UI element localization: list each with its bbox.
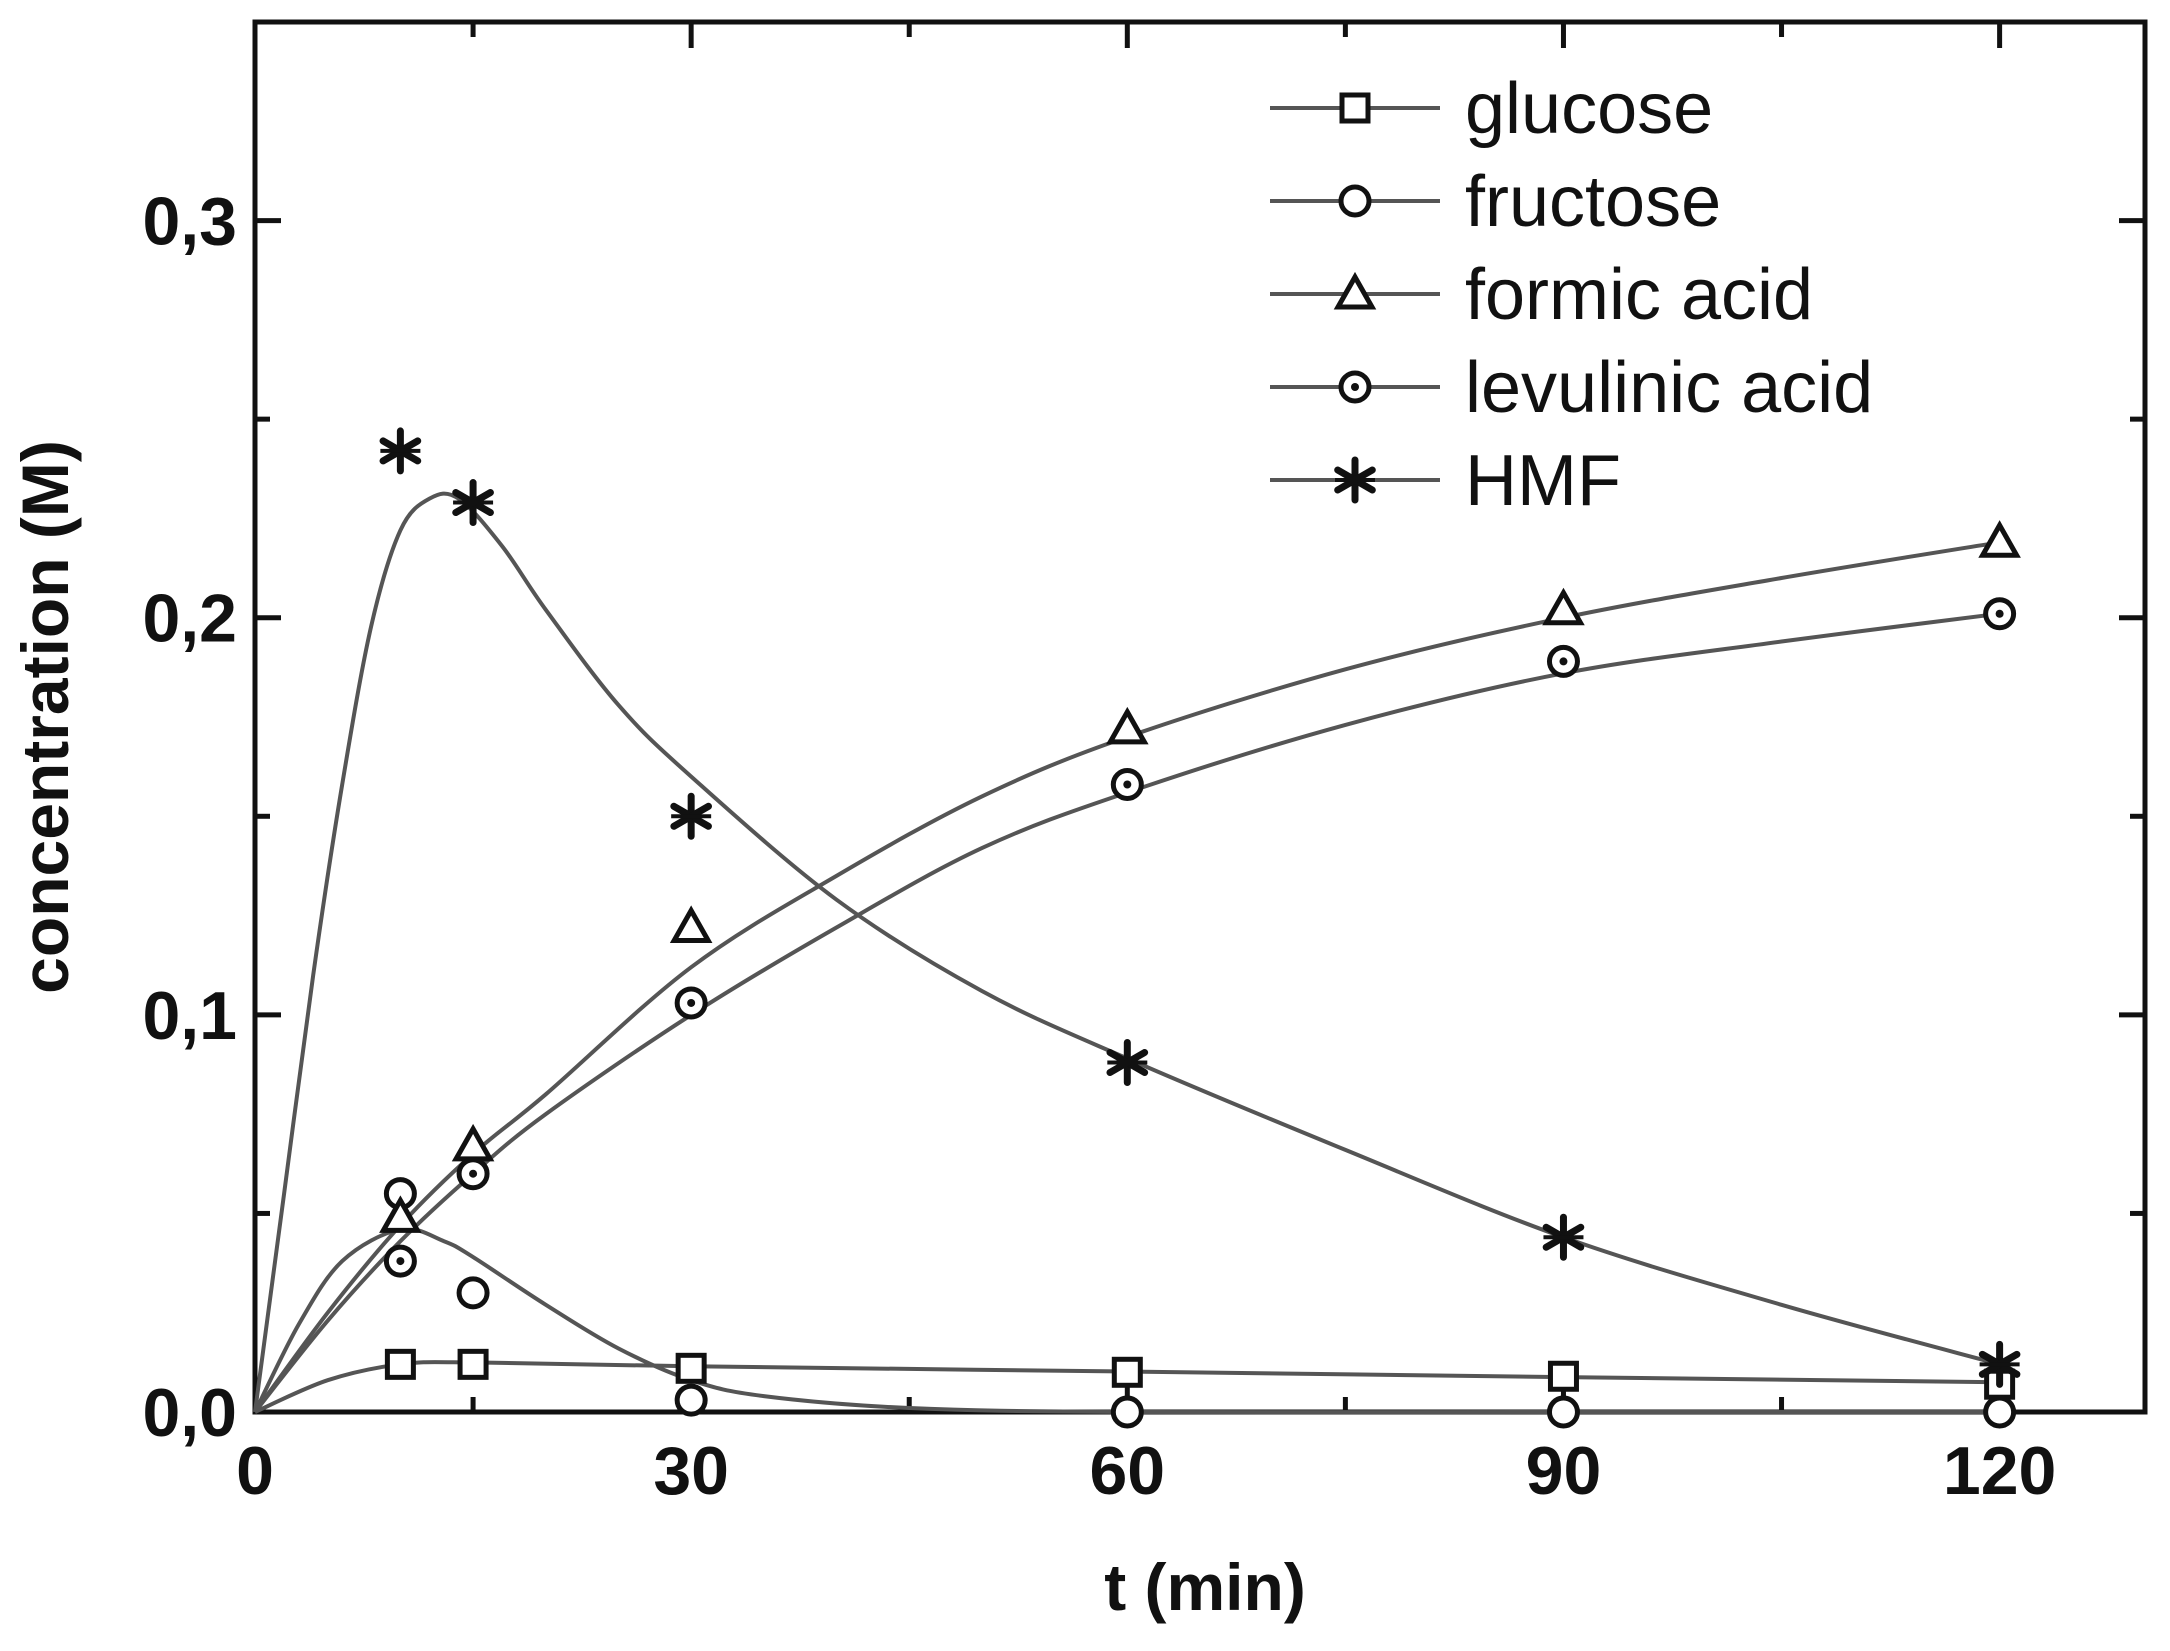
data-point-fructose [674, 1383, 708, 1417]
fit-line-hmf [253, 491, 2001, 1413]
fit-line-levulinic-acid [253, 611, 2000, 1414]
legend-entry-levulinic-acid: levulinic acid [1270, 348, 1873, 428]
data-point-glucose [675, 1352, 707, 1384]
data-point-levulinic-acid [456, 1157, 490, 1191]
data-points [379, 427, 2021, 1429]
x-tick-label: 60 [1089, 1433, 1165, 1509]
legend-marker-levulinic-acid [1338, 370, 1372, 404]
legend-marker-hmf [1334, 456, 1376, 504]
axis-tick-labels: 0 30 60 90 120 0,0 0,1 0,2 0,3 [142, 184, 2056, 1509]
data-point-formic-acid [379, 1195, 422, 1233]
legend-entry-hmf: HMF [1270, 441, 1621, 521]
data-point-fructose [1546, 1395, 1580, 1429]
data-point-glucose [1547, 1360, 1579, 1392]
data-point-hmf [670, 792, 712, 840]
x-tick-label: 90 [1526, 1433, 1602, 1509]
data-point-formic-acid [669, 905, 713, 943]
data-point-levulinic-acid [1110, 768, 1144, 802]
data-point-levulinic-acid [1546, 644, 1580, 678]
legend: glucose fructose formic acid levulinic acid… [1270, 69, 1873, 521]
legend-label-hmf: HMF [1465, 441, 1621, 521]
data-point-fructose [456, 1276, 490, 1310]
legend-entry-formic-acid: formic acid [1270, 255, 1813, 335]
legend-label-levulinic-acid: levulinic acid [1465, 348, 1873, 428]
data-point-fructose [1110, 1395, 1144, 1429]
data-point-glucose [384, 1348, 416, 1380]
data-point-hmf [379, 427, 422, 475]
data-point-hmf [452, 479, 494, 527]
legend-marker-glucose [1339, 92, 1371, 124]
y-axis-title: concentration (M) [8, 440, 82, 994]
data-point-formic-acid [1542, 587, 1585, 626]
fit-line-formic-acid [253, 540, 2000, 1414]
legend-label-glucose: glucose [1465, 69, 1713, 149]
data-point-levulinic-acid [1983, 597, 2017, 631]
data-point-hmf [1542, 1213, 1585, 1261]
legend-entry-fructose: fructose [1270, 162, 1721, 242]
legend-marker-fructose [1338, 184, 1372, 218]
x-tick-label: 0 [236, 1433, 274, 1509]
data-point-glucose [457, 1348, 489, 1380]
data-point-hmf [1978, 1340, 2021, 1388]
data-point-levulinic-acid [674, 986, 708, 1020]
data-point-hmf [1106, 1039, 1149, 1087]
legend-marker-formic-acid [1333, 271, 1377, 310]
legend-entry-glucose: glucose [1270, 69, 1713, 149]
data-point-glucose [1111, 1356, 1143, 1388]
y-tick-label: 0,3 [142, 184, 237, 260]
x-tick-label: 30 [653, 1433, 729, 1509]
legend-label-fructose: fructose [1465, 162, 1721, 242]
x-axis-title: t (min) [1104, 1550, 1306, 1624]
x-tick-label: 120 [1943, 1433, 2056, 1509]
data-point-levulinic-acid [383, 1244, 417, 1278]
y-tick-label: 0,2 [142, 581, 237, 657]
legend-label-formic-acid: formic acid [1465, 255, 1813, 335]
y-tick-label: 0,0 [142, 1375, 237, 1451]
data-point-fructose [1983, 1395, 2017, 1429]
data-point-formic-acid [1106, 706, 1149, 745]
y-tick-label: 0,1 [142, 978, 237, 1054]
data-point-formic-acid [1978, 520, 2021, 558]
